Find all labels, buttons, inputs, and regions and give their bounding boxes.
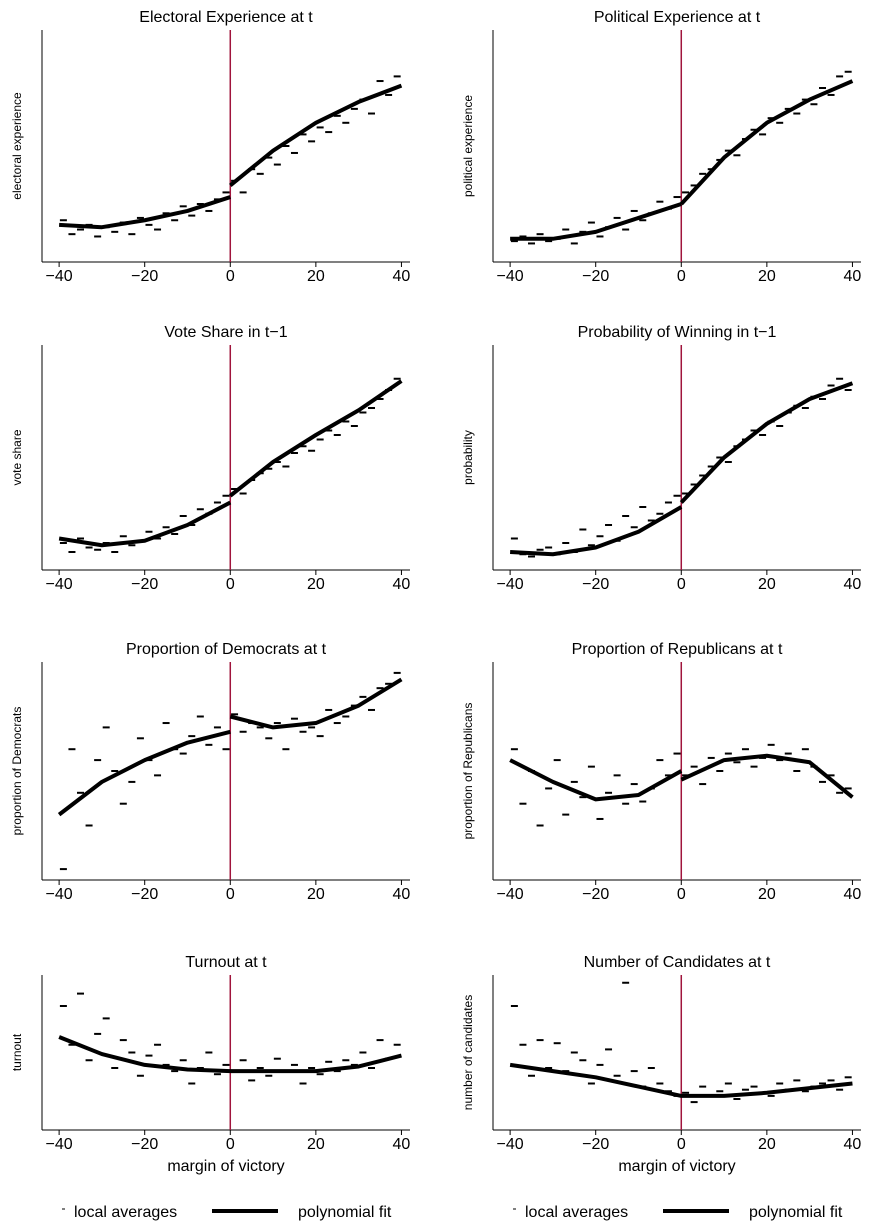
polynomial-fit — [509, 753, 854, 802]
x-tick-label: 40 — [393, 268, 411, 285]
x-tick-label: 0 — [226, 576, 235, 593]
x-tick-label: −40 — [497, 268, 524, 285]
x-tick-label: −40 — [497, 886, 524, 903]
legend-label: polynomial fit — [749, 1204, 843, 1221]
x-tick-label: −40 — [46, 576, 73, 593]
x-tick-label: −40 — [46, 1136, 73, 1153]
x-tick-label: 0 — [226, 268, 235, 285]
x-tick-label: 40 — [393, 1136, 411, 1153]
panel-title: Probability of Winning in t−1 — [578, 324, 777, 341]
polynomial-fit — [58, 379, 403, 548]
x-tick-label: 40 — [844, 576, 862, 593]
x-tick-label: −20 — [582, 576, 609, 593]
x-tick-label: 40 — [393, 576, 411, 593]
panel-title: Proportion of Democrats at t — [126, 641, 327, 658]
x-tick-label: −40 — [497, 1136, 524, 1153]
polynomial-fit — [510, 79, 854, 241]
legend-label: local averages — [74, 1204, 177, 1221]
y-axis-label: vote share — [10, 429, 24, 485]
panel-title: Turnout at t — [185, 954, 267, 971]
x-tick-label: −40 — [46, 268, 73, 285]
x-tick-label: 40 — [844, 1136, 862, 1153]
x-tick-label: 20 — [758, 576, 776, 593]
polynomial-fit — [59, 83, 403, 230]
x-tick-label: 40 — [844, 886, 862, 903]
x-tick-label: −20 — [582, 268, 609, 285]
panel-title: Political Experience at t — [594, 9, 761, 26]
legend-label: local averages — [525, 1204, 628, 1221]
y-axis-label: proportion of Democrats — [10, 707, 24, 836]
y-axis-label: proportion of Republicans — [461, 703, 475, 840]
x-tick-label: −20 — [582, 886, 609, 903]
x-tick-label: 0 — [677, 886, 686, 903]
x-tick-label: 40 — [844, 268, 862, 285]
x-axis-label: margin of victory — [618, 1158, 735, 1175]
polynomial-fit — [510, 381, 854, 557]
y-axis-label: number of candidates — [461, 995, 475, 1110]
panel-title: Electoral Experience at t — [139, 9, 313, 26]
x-tick-label: 0 — [226, 1136, 235, 1153]
panel-title: Number of Candidates at t — [584, 954, 771, 971]
polynomial-fit — [509, 1062, 853, 1098]
x-tick-label: −40 — [46, 886, 73, 903]
x-tick-label: 0 — [677, 576, 686, 593]
x-tick-label: 20 — [758, 886, 776, 903]
panel-title: Vote Share in t−1 — [164, 324, 287, 341]
x-tick-label: 0 — [677, 1136, 686, 1153]
x-axis-label: margin of victory — [167, 1158, 284, 1175]
x-tick-label: 0 — [226, 886, 235, 903]
x-tick-label: −20 — [131, 886, 158, 903]
x-tick-label: 20 — [758, 1136, 776, 1153]
x-tick-label: −20 — [582, 1136, 609, 1153]
y-axis-label: turnout — [10, 1033, 24, 1071]
x-tick-label: 40 — [393, 886, 411, 903]
x-tick-label: −40 — [497, 576, 524, 593]
y-axis-label: probability — [461, 430, 475, 485]
x-tick-label: 20 — [307, 1136, 325, 1153]
y-axis-label: electoral experience — [10, 92, 24, 200]
x-tick-label: −20 — [131, 576, 158, 593]
x-tick-label: −20 — [131, 268, 158, 285]
x-tick-label: 20 — [307, 576, 325, 593]
polynomial-fit — [58, 1035, 402, 1074]
x-tick-label: 20 — [307, 886, 325, 903]
panel-title: Proportion of Republicans at t — [572, 641, 783, 658]
y-axis-label: political experience — [461, 95, 475, 197]
x-tick-label: 20 — [758, 268, 776, 285]
x-tick-label: 20 — [307, 268, 325, 285]
polynomial-fit — [57, 677, 403, 817]
x-tick-label: −20 — [131, 1136, 158, 1153]
legend-label: polynomial fit — [298, 1204, 392, 1221]
x-tick-label: 0 — [677, 268, 686, 285]
